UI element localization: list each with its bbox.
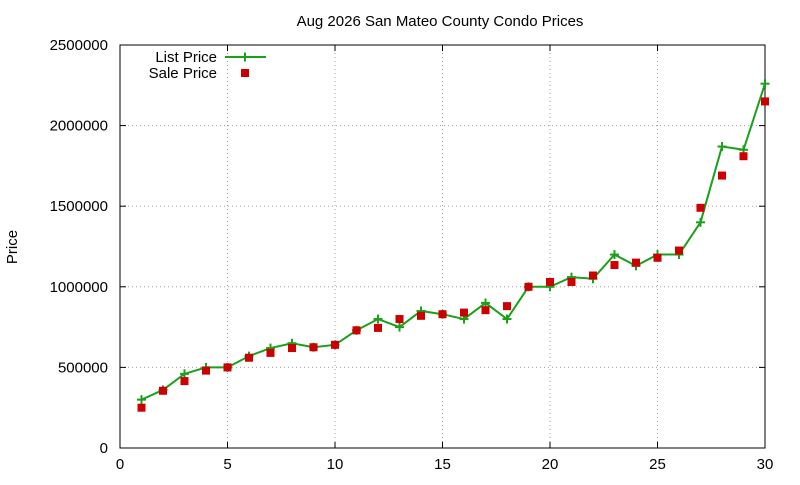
sale-price-point bbox=[417, 311, 425, 320]
series-line bbox=[141, 83, 766, 401]
series-list-price bbox=[137, 79, 770, 405]
list-price-point bbox=[481, 298, 490, 308]
sale-price-point bbox=[395, 315, 404, 324]
series-sale-price bbox=[137, 97, 769, 412]
x-tick-label: 20 bbox=[542, 456, 559, 473]
sale-price-point bbox=[567, 277, 576, 286]
y-tick-label: 0 bbox=[100, 440, 108, 457]
x-tick-label: 0 bbox=[116, 456, 124, 473]
legend-label: List Price bbox=[155, 49, 217, 66]
axes bbox=[119, 44, 766, 449]
sale-price-point bbox=[180, 377, 189, 386]
data-series bbox=[137, 79, 770, 412]
y-tick-label: 2500000 bbox=[50, 37, 108, 54]
list-price-point bbox=[610, 250, 619, 260]
sale-price-point bbox=[696, 203, 705, 212]
legend-label: Sale Price bbox=[149, 65, 217, 82]
sale-price-point bbox=[653, 253, 662, 262]
list-price-point bbox=[502, 314, 512, 324]
y-tick-label: 2000000 bbox=[50, 118, 108, 135]
sale-price-point bbox=[481, 306, 490, 315]
sale-price-point bbox=[718, 171, 726, 180]
chart-title: Aug 2026 San Mateo County Condo Prices bbox=[297, 13, 584, 30]
sale-price-point bbox=[632, 258, 640, 267]
x-tick-label: 15 bbox=[434, 456, 451, 473]
sale-price-point bbox=[546, 277, 554, 286]
sale-price-point bbox=[331, 340, 339, 349]
sale-price-point bbox=[739, 152, 748, 161]
sale-price-point bbox=[438, 310, 447, 319]
sale-price-point bbox=[610, 261, 619, 270]
sale-price-point bbox=[245, 353, 253, 362]
sale-price-point bbox=[675, 246, 683, 255]
tick-labels: 0 5 10 15 20 25 30 0 500000 1000000 1500000 2000000… bbox=[50, 37, 774, 473]
list-price-point bbox=[137, 395, 146, 405]
sale-price-point bbox=[202, 366, 210, 375]
x-tick-label: 30 bbox=[757, 456, 774, 473]
x-tick-label: 25 bbox=[649, 456, 666, 473]
sale-price-point bbox=[352, 326, 361, 335]
list-price-point bbox=[760, 79, 770, 89]
y-tick-label: 1500000 bbox=[50, 198, 108, 215]
x-tick-label: 5 bbox=[223, 456, 231, 473]
sale-price-point bbox=[159, 386, 167, 395]
x-tick-label: 10 bbox=[327, 456, 344, 473]
y-axis-label: Price bbox=[4, 230, 21, 264]
sale-price-point bbox=[309, 343, 318, 352]
list-price-point bbox=[395, 322, 404, 332]
sale-price-point bbox=[266, 348, 275, 357]
sale-price-point bbox=[524, 282, 533, 291]
sale-price-point bbox=[503, 302, 511, 311]
y-tick-label: 1000000 bbox=[50, 279, 108, 296]
sale-price-point bbox=[374, 323, 382, 332]
sale-price-point bbox=[288, 344, 296, 353]
list-price-point bbox=[717, 142, 727, 152]
legend-plus-marker bbox=[240, 52, 250, 62]
legend-square-marker bbox=[241, 69, 249, 77]
sale-price-point bbox=[761, 97, 769, 106]
list-price-point bbox=[373, 314, 383, 324]
sale-price-point bbox=[460, 308, 468, 317]
list-price-point bbox=[180, 369, 189, 379]
grid-lines bbox=[120, 45, 765, 448]
y-tick-label: 500000 bbox=[58, 359, 108, 376]
sale-price-point bbox=[223, 363, 232, 372]
sale-price-point bbox=[589, 271, 597, 280]
list-price-point bbox=[696, 217, 705, 227]
sale-price-point bbox=[137, 403, 146, 412]
